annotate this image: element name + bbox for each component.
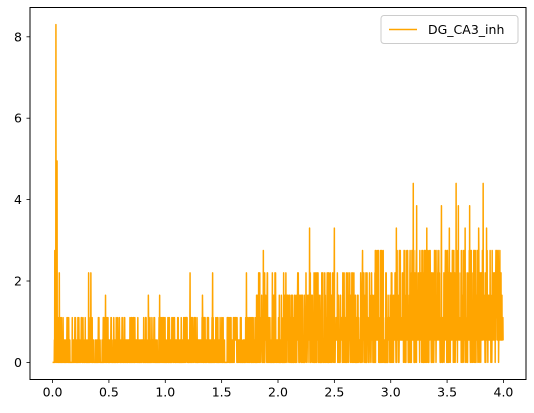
x-tick-label: 2.0 (268, 385, 288, 400)
x-tick-label: 1.0 (155, 385, 175, 400)
y-tick-label: 6 (14, 111, 22, 126)
legend-box (380, 15, 519, 44)
plot-data-group (51, 23, 505, 364)
y-tick-label: 2 (14, 274, 22, 289)
x-tick-label: 2.5 (324, 385, 344, 400)
x-tick-label: 1.5 (212, 385, 232, 400)
legend-label: DG_CA3_inh (428, 22, 504, 37)
x-tick-label: 3.0 (381, 385, 401, 400)
y-tick-label: 8 (14, 29, 22, 44)
y-axis: 0 2 4 6 8 (14, 29, 30, 370)
y-tick-label: 0 (14, 355, 22, 370)
series-line (51, 23, 505, 364)
x-tick-label: 0.5 (99, 385, 119, 400)
legend: DG_CA3_inh (380, 15, 519, 44)
x-tick-label: 3.5 (437, 385, 457, 400)
x-axis: 0.0 0.5 1.0 1.5 2.0 2.5 3.0 3.5 4.0 (43, 379, 514, 400)
x-tick-label: 4.0 (494, 385, 514, 400)
y-tick-label: 4 (14, 192, 22, 207)
x-tick-label: 0.0 (43, 385, 63, 400)
